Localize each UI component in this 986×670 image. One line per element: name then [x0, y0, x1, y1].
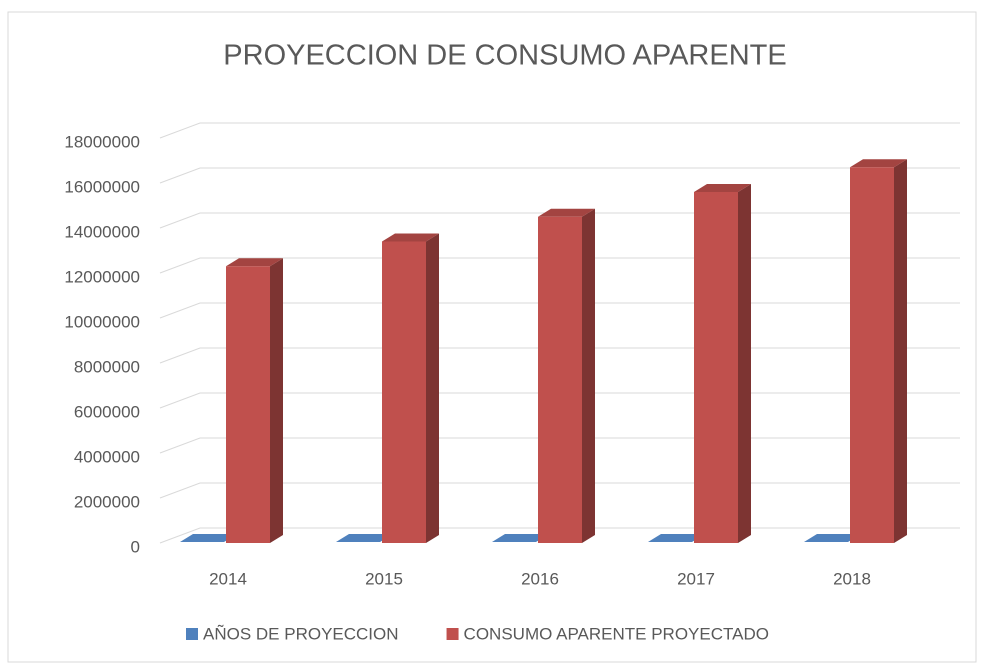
bar-face [382, 241, 426, 543]
x-tick-label: 2015 [365, 569, 403, 588]
bar-face [538, 208, 595, 217]
legend-label: AÑOS DE PROYECCION [203, 624, 399, 643]
bar-face [226, 266, 270, 543]
y-tick-label: 6000000 [74, 402, 140, 421]
y-tick-label: 2000000 [74, 492, 140, 511]
bar [694, 184, 751, 543]
bar-face [538, 216, 582, 543]
x-tick-label: 2016 [521, 569, 559, 588]
bar-face [850, 167, 894, 543]
bar [226, 258, 283, 543]
legend-swatch [186, 628, 198, 640]
bar-face [582, 208, 595, 543]
x-tick-label: 2018 [833, 569, 871, 588]
y-tick-label: 4000000 [74, 447, 140, 466]
bar-face [894, 159, 907, 543]
bar [382, 233, 439, 543]
y-tick-label: 12000000 [64, 267, 140, 286]
chart-border [7, 11, 977, 663]
bar-face [382, 233, 439, 242]
bar-face [850, 159, 907, 168]
y-tick-label: 8000000 [74, 357, 140, 376]
x-tick-label: 2014 [209, 569, 247, 588]
bar-face [694, 184, 751, 192]
bar [492, 534, 549, 542]
bar [336, 534, 393, 542]
grid-line [159, 122, 960, 139]
y-tick-label: 0 [131, 537, 140, 556]
bar-face [226, 258, 283, 267]
y-tick-label: 18000000 [64, 132, 140, 151]
y-tick-label: 10000000 [64, 312, 140, 331]
grid-line [159, 167, 960, 184]
bar [804, 534, 861, 542]
bar [648, 534, 705, 542]
bar [850, 159, 907, 543]
bar [180, 534, 237, 542]
x-tick-label: 2017 [677, 569, 715, 588]
bar-face [738, 184, 751, 543]
bar-face [694, 192, 738, 543]
bar [538, 208, 595, 543]
y-tick-label: 16000000 [64, 177, 140, 196]
y-tick-label: 14000000 [64, 222, 140, 241]
chart-title: PROYECCION DE CONSUMO APARENTE [223, 40, 786, 72]
legend-swatch [446, 628, 459, 640]
bar-face [426, 233, 439, 543]
legend-label: CONSUMO APARENTE PROYECTADO [464, 624, 769, 643]
bar-face [270, 258, 283, 543]
